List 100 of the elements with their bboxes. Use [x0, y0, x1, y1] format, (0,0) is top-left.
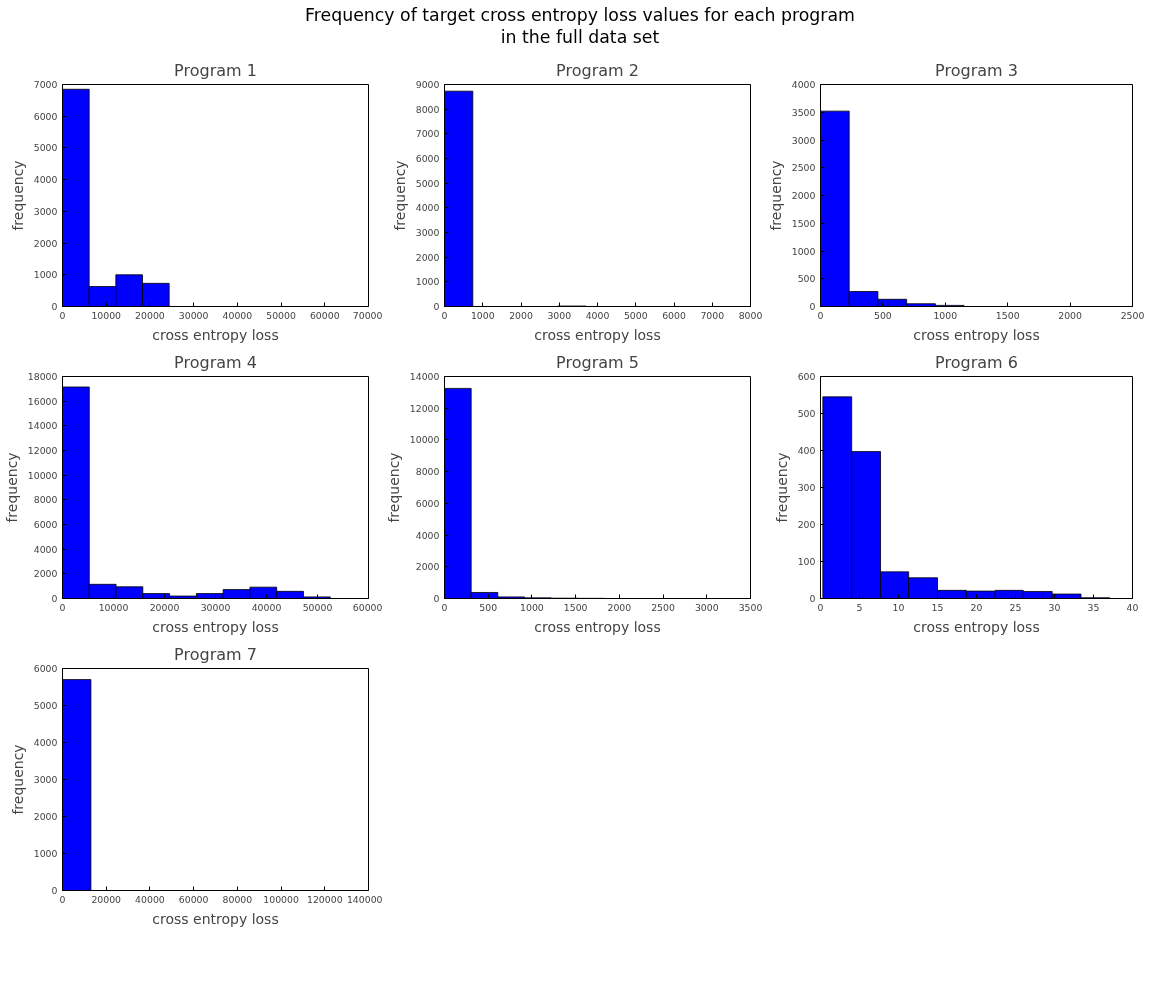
x-tick-label: 40000 [222, 309, 253, 321]
chart-title: Program 6 [935, 352, 1018, 372]
x-tick-label: 20000 [91, 893, 122, 905]
x-tick-label: 25 [1009, 601, 1022, 613]
x-axis-title: cross entropy loss [534, 326, 661, 343]
y-tick-label: 4000 [415, 529, 440, 541]
y-tick-label: 7000 [415, 128, 440, 140]
y-tick-label: 5000 [33, 142, 58, 154]
y-tick-label: 8000 [415, 466, 440, 478]
y-tick-label: 10000 [409, 434, 440, 446]
chart-title: Program 1 [174, 60, 257, 80]
text: Frequency of target cross entropy loss values for each program in the full data set [304, 5, 856, 49]
x-tick-label: 120000 [306, 893, 343, 905]
y-tick-label: 3000 [791, 134, 816, 146]
y-tick-label: 8000 [415, 103, 440, 115]
y-tick-label: 2000 [791, 190, 816, 202]
x-tick-label: 1500 [563, 601, 588, 613]
x-tick-label: 10 [892, 601, 905, 613]
x-tick-label: 500 [479, 601, 498, 613]
x-tick-label: 40 [1126, 601, 1139, 613]
y-tick-label: 0 [433, 593, 440, 605]
y-tick-label: 4000 [33, 174, 58, 186]
y-tick-label: 2000 [33, 237, 58, 249]
x-tick-label: 40000 [135, 893, 165, 905]
y-axis-title: frequency [773, 452, 790, 523]
y-tick-label: 300 [797, 482, 816, 494]
y-tick-label: 6000 [415, 498, 440, 510]
x-tick-label: 40000 [251, 601, 282, 613]
y-tick-label: 3000 [33, 774, 58, 786]
y-axis-title: frequency [9, 744, 26, 815]
x-tick-label: 5000 [623, 309, 648, 321]
y-tick-label: 0 [51, 885, 58, 897]
x-tick-label: 2000 [1058, 309, 1083, 321]
x-tick-label: 7000 [700, 309, 725, 321]
x-tick-label: 35 [1087, 601, 1100, 613]
x-axis-title: cross entropy loss [152, 910, 279, 927]
y-tick-label: 9000 [415, 79, 440, 91]
x-tick-label: 1500 [995, 309, 1020, 321]
y-tick-label: 0 [809, 593, 816, 605]
x-tick-label: 4000 [585, 309, 610, 321]
chart-title: Program 7 [174, 644, 257, 664]
chart-title: Program 3 [935, 60, 1018, 80]
x-axis-title: cross entropy loss [913, 618, 1040, 635]
y-tick-label: 0 [809, 301, 816, 313]
y-tick-label: 500 [797, 273, 816, 285]
y-tick-label: 8000 [33, 494, 58, 506]
y-tick-label: 4000 [791, 79, 816, 91]
x-tick-label: 10000 [91, 309, 122, 321]
x-tick-label: 10000 [98, 601, 129, 613]
x-tick-label: 2500 [1120, 309, 1145, 321]
y-tick-label: 3500 [791, 107, 816, 119]
y-tick-label: 2000 [33, 811, 58, 823]
x-tick-label: 0 [59, 893, 66, 905]
x-tick-label: 30 [1048, 601, 1061, 613]
y-axis-title: frequency [391, 160, 408, 231]
y-tick-label: 500 [797, 408, 816, 420]
y-tick-label: 6000 [33, 111, 58, 123]
y-tick-label: 3000 [415, 227, 440, 239]
x-tick-label: 0 [59, 309, 66, 321]
x-tick-label: 0 [441, 601, 448, 613]
x-tick-label: 60000 [309, 309, 340, 321]
chart-title: Program 5 [556, 352, 639, 372]
y-tick-label: 14000 [27, 420, 58, 432]
x-tick-label: 30000 [200, 601, 231, 613]
y-tick-label: 6000 [33, 519, 58, 531]
x-tick-label: 8000 [738, 309, 763, 321]
y-tick-label: 3000 [33, 206, 58, 218]
x-tick-label: 1000 [470, 309, 495, 321]
y-tick-label: 1500 [791, 218, 816, 230]
x-tick-label: 0 [817, 309, 824, 321]
x-axis-title: cross entropy loss [152, 326, 279, 343]
x-tick-label: 3000 [547, 309, 572, 321]
x-tick-label: 0 [441, 309, 448, 321]
y-tick-label: 1000 [791, 245, 816, 257]
y-tick-label: 4000 [33, 737, 58, 749]
x-tick-label: 0 [817, 601, 824, 613]
x-tick-label: 500 [874, 309, 892, 321]
y-tick-label: 2000 [415, 561, 440, 573]
y-tick-label: 400 [797, 445, 816, 457]
x-tick-label: 20000 [135, 309, 165, 321]
x-axis-title: cross entropy loss [534, 618, 661, 635]
y-tick-label: 10000 [27, 469, 58, 481]
x-tick-label: 140000 [346, 893, 383, 905]
y-tick-label: 7000 [33, 79, 58, 91]
y-tick-label: 0 [51, 301, 58, 313]
y-tick-label: 1000 [33, 269, 58, 281]
y-tick-label: 5000 [33, 700, 58, 712]
y-tick-label: 1000 [33, 848, 58, 860]
x-tick-label: 30000 [178, 309, 209, 321]
x-tick-label: 3500 [738, 601, 763, 613]
y-tick-label: 12000 [27, 445, 58, 457]
y-tick-label: 5000 [415, 177, 440, 189]
x-tick-label: 60000 [178, 893, 209, 905]
y-tick-label: 12000 [409, 403, 440, 415]
x-tick-label: 100000 [263, 893, 299, 905]
y-tick-label: 6000 [415, 153, 440, 165]
y-tick-label: 1000 [415, 276, 440, 288]
x-tick-label: 6000 [662, 309, 686, 321]
x-tick-label: 2000 [509, 309, 533, 321]
y-tick-label: 100 [797, 556, 816, 568]
